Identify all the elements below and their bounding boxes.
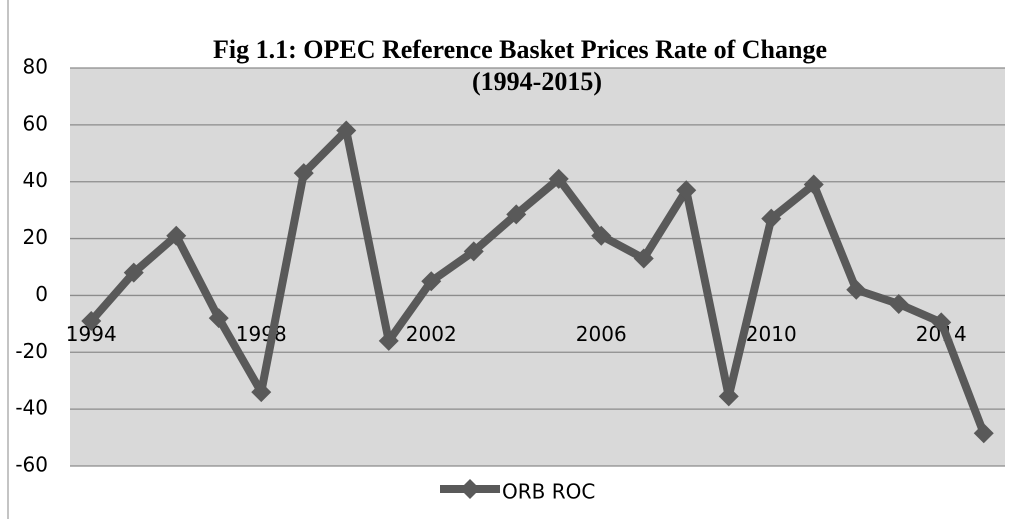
legend-label: ORB ROC xyxy=(502,480,595,504)
data-point xyxy=(888,293,909,314)
chart-title: Fig 1.1: OPEC Reference Basket Prices Ra… xyxy=(213,35,827,64)
y-tick-label: 0 xyxy=(35,282,48,306)
legend-marker xyxy=(460,479,480,499)
data-point xyxy=(761,208,782,229)
data-point xyxy=(378,330,399,351)
data-point xyxy=(548,168,569,189)
data-point xyxy=(973,423,994,444)
data-point xyxy=(931,312,952,333)
data-point xyxy=(166,225,187,246)
y-tick-label: 60 xyxy=(23,111,48,135)
y-tick-label: 40 xyxy=(23,168,48,192)
y-tick-label: 80 xyxy=(23,55,48,79)
data-point xyxy=(421,271,442,292)
data-point xyxy=(293,163,314,184)
x-tick-label: 2006 xyxy=(576,322,627,346)
data-line xyxy=(88,126,988,435)
data-point xyxy=(591,225,612,246)
x-tick-label: 2002 xyxy=(406,322,457,346)
x-tick-label: 1998 xyxy=(236,322,287,346)
data-point xyxy=(336,120,357,141)
data-point xyxy=(676,180,697,201)
data-point xyxy=(633,248,654,269)
data-point xyxy=(81,311,102,332)
y-tick-label: -20 xyxy=(15,339,48,363)
data-point xyxy=(463,241,484,262)
y-tick-label: -60 xyxy=(15,453,48,477)
x-tick-label: 2010 xyxy=(746,322,797,346)
data-point xyxy=(251,382,272,403)
data-point xyxy=(123,262,144,283)
plot-area xyxy=(70,68,1005,466)
data-point xyxy=(846,279,867,300)
chart-subtitle: (1994-2015) xyxy=(472,67,602,96)
data-point xyxy=(718,386,739,407)
y-tick-label: 20 xyxy=(23,225,48,249)
data-point xyxy=(506,204,527,225)
data-point xyxy=(803,174,824,195)
data-point xyxy=(208,308,229,329)
y-tick-label: -40 xyxy=(15,396,48,420)
